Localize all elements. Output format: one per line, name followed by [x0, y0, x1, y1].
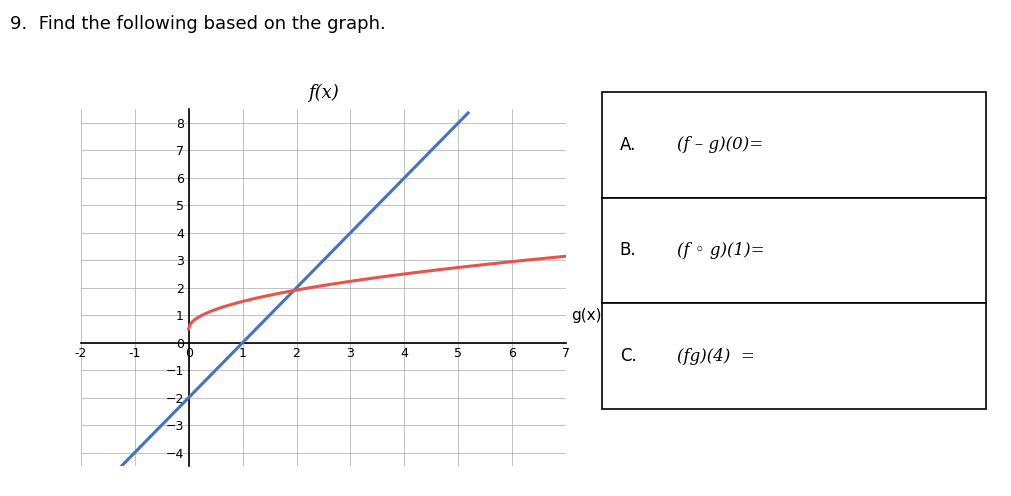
Text: (f ◦ g)(1)=: (f ◦ g)(1)= [677, 242, 765, 259]
Title: f(x): f(x) [308, 84, 339, 102]
Text: (f – g)(0)=: (f – g)(0)= [677, 136, 763, 153]
Text: A.: A. [620, 136, 636, 154]
Text: B.: B. [620, 242, 636, 259]
Text: (fg)(4)  =: (fg)(4) = [677, 348, 755, 365]
Text: 9.  Find the following based on the graph.: 9. Find the following based on the graph… [10, 15, 386, 33]
Text: g(x): g(x) [571, 308, 603, 323]
Text: C.: C. [620, 347, 637, 365]
